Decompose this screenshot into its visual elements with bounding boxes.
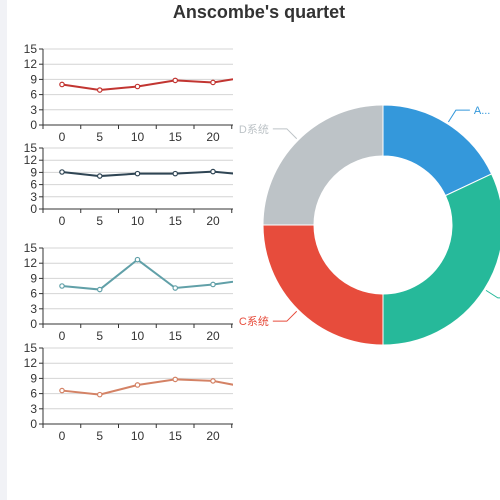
- x-tick-label: 20: [206, 329, 220, 343]
- data-point: [59, 387, 65, 394]
- data-point: [210, 378, 216, 384]
- y-tick-label: 6: [30, 178, 37, 192]
- x-tick-label: 5: [96, 214, 103, 228]
- y-tick-label: 6: [30, 88, 37, 102]
- data-point: [96, 173, 103, 179]
- y-tick-label: 0: [30, 202, 37, 216]
- x-tick-label: 10: [131, 429, 145, 443]
- y-tick-label: 9: [30, 371, 37, 385]
- series-line: [61, 170, 233, 178]
- chart-title: Anscombe's quartet: [172, 2, 346, 22]
- slice-label-leader: [272, 128, 298, 140]
- y-tick-label: 3: [30, 302, 37, 316]
- y-tick-label: 3: [30, 103, 37, 117]
- data-point: [59, 283, 65, 289]
- data-point: [134, 170, 141, 177]
- x-tick-label: 5: [96, 429, 103, 443]
- data-point: [172, 77, 179, 84]
- y-tick-label: 9: [30, 72, 37, 86]
- x-tick-label: 10: [131, 329, 145, 343]
- x-tick-label: 0: [59, 329, 66, 343]
- y-tick-label: 12: [24, 153, 38, 167]
- y-tick-label: 6: [30, 287, 37, 301]
- y-tick-label: 15: [24, 141, 38, 155]
- x-tick-label: 0: [59, 130, 66, 144]
- donut-slice: [262, 224, 384, 346]
- x-tick-label: 10: [131, 214, 145, 228]
- y-tick-label: 3: [30, 402, 37, 416]
- slice-label-leader: [272, 310, 298, 322]
- data-point: [59, 81, 65, 88]
- donut-slice: [382, 173, 500, 346]
- data-point: [96, 391, 103, 398]
- slice-label: A...: [474, 105, 491, 117]
- series-line: [61, 378, 233, 396]
- donut-chart: A... C系统 D系统: [239, 104, 500, 346]
- y-tick-label: 15: [24, 241, 38, 255]
- x-tick-label: 20: [206, 130, 220, 144]
- x-tick-label: 15: [169, 429, 183, 443]
- x-tick-label: 20: [206, 214, 220, 228]
- data-point: [134, 83, 141, 90]
- data-point: [210, 281, 216, 288]
- y-tick-label: 6: [30, 387, 37, 401]
- x-tick-label: 15: [169, 214, 183, 228]
- data-point: [96, 87, 103, 93]
- series-line: [61, 78, 233, 92]
- y-tick-label: 12: [24, 256, 38, 270]
- data-point: [172, 285, 179, 291]
- slice-label-leader: [447, 109, 470, 123]
- y-tick-label: 9: [30, 271, 37, 285]
- donut-slice: [262, 104, 384, 226]
- slice-label: C系统: [239, 315, 269, 328]
- data-point: [96, 286, 103, 293]
- y-tick-label: 9: [30, 165, 37, 179]
- data-point: [172, 376, 179, 383]
- data-point: [172, 170, 179, 177]
- x-tick-label: 0: [59, 214, 66, 228]
- x-tick-label: 15: [169, 130, 183, 144]
- series-line: [61, 258, 233, 291]
- y-tick-label: 0: [30, 417, 37, 431]
- y-tick-label: 15: [24, 341, 38, 355]
- data-point: [59, 169, 65, 175]
- y-tick-label: 15: [24, 42, 38, 56]
- x-tick-label: 5: [96, 130, 103, 144]
- y-tick-label: 12: [24, 356, 38, 370]
- data-point: [210, 168, 216, 175]
- y-tick-label: 0: [30, 118, 37, 132]
- left-edge-strip: [0, 0, 7, 500]
- x-tick-label: 20: [206, 429, 220, 443]
- x-tick-label: 15: [169, 329, 183, 343]
- x-tick-label: 10: [131, 130, 145, 144]
- data-point: [210, 79, 216, 86]
- y-tick-label: 0: [30, 317, 37, 331]
- slice-label: D系统: [239, 123, 269, 136]
- slice-label-leader: [485, 289, 500, 299]
- y-tick-label: 3: [30, 190, 37, 204]
- x-tick-label: 0: [59, 429, 66, 443]
- y-tick-label: 12: [24, 57, 38, 71]
- data-point: [134, 256, 141, 263]
- data-point: [134, 382, 141, 388]
- x-tick-label: 5: [96, 329, 103, 343]
